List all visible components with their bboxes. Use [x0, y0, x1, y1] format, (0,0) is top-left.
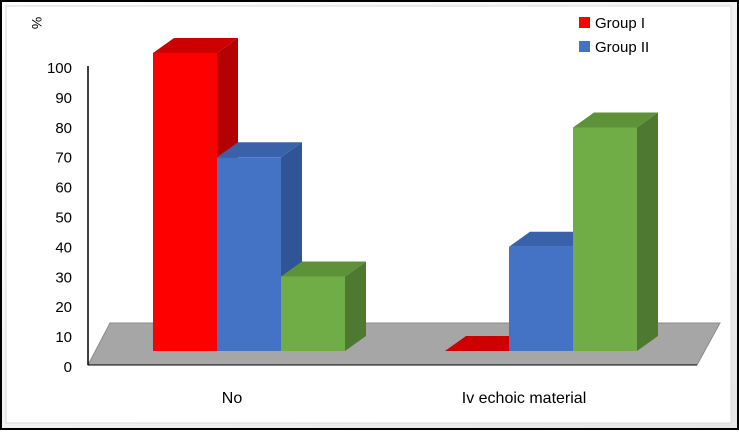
bar-front	[217, 157, 281, 351]
y-tick-label: 100	[47, 60, 72, 77]
y-tick-label: 0	[64, 359, 72, 376]
bar-front	[573, 127, 637, 351]
bar-top	[153, 38, 238, 53]
bar-top	[281, 261, 366, 277]
bar	[281, 261, 366, 351]
bar-top	[573, 112, 658, 128]
legend-entry: Group II	[595, 39, 649, 56]
y-tick-label: 90	[55, 90, 72, 107]
y-tick-label: 80	[55, 120, 72, 137]
bar-front	[281, 276, 345, 351]
x-category-label: No	[222, 390, 243, 407]
bar-top	[509, 231, 594, 247]
legend: Group I Group II	[579, 15, 649, 56]
bar-top	[217, 142, 302, 158]
y-tick-label: 60	[55, 180, 72, 197]
y-tick-label: 30	[55, 269, 72, 286]
bar-front	[153, 53, 217, 351]
y-tick-label: 40	[55, 239, 72, 256]
bar-side	[345, 261, 366, 351]
bar-side	[637, 112, 658, 351]
y-tick-label: 20	[55, 299, 72, 316]
legend-entry: Group I	[595, 15, 645, 32]
legend-swatch	[579, 17, 590, 28]
x-category-label: Iv echoic material	[462, 390, 587, 407]
bar-top	[445, 336, 530, 351]
bar-front	[509, 246, 573, 351]
y-tick-label: 50	[55, 210, 72, 227]
y-axis-label: %	[29, 17, 45, 29]
y-tick-label: 10	[55, 329, 72, 346]
bar	[445, 336, 530, 351]
bar	[573, 112, 658, 351]
legend-swatch	[579, 41, 590, 52]
y-tick-label: 70	[55, 150, 72, 167]
